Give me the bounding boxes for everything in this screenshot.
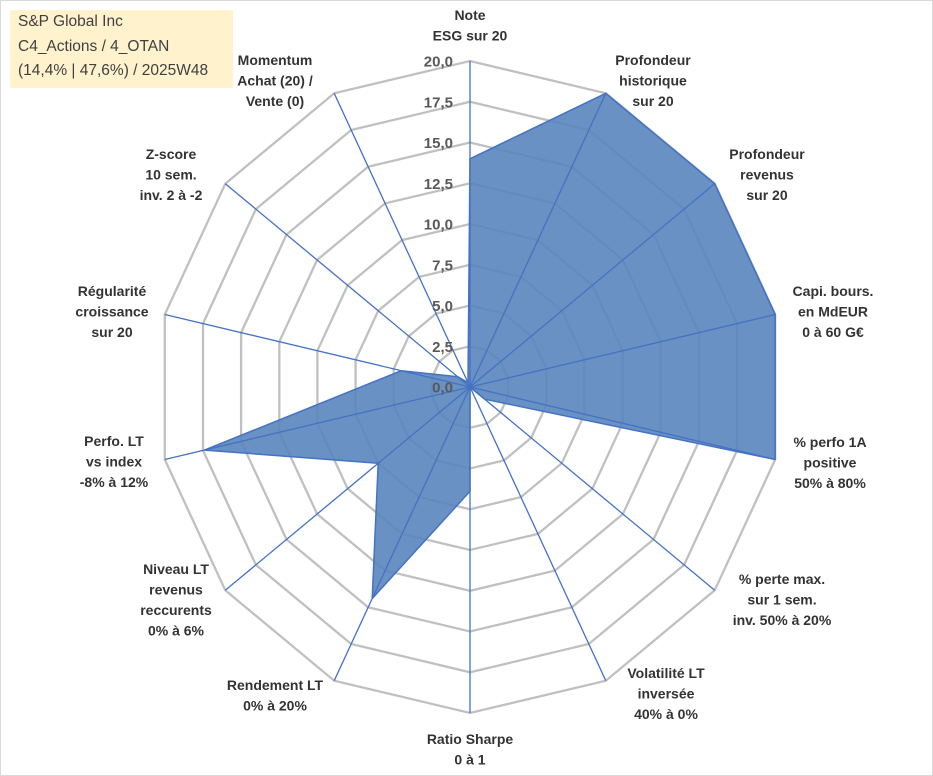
axis-line <box>224 183 471 388</box>
r-tick-label: 20,0 <box>424 54 453 71</box>
axis-label-line: sur 20 <box>746 187 787 203</box>
axis-label-line: 10 sem. <box>145 167 196 183</box>
axis-label: Note ESG sur 20 <box>433 7 508 44</box>
series-area <box>203 92 776 600</box>
axis-label-line: Vente (0) <box>246 93 304 109</box>
axis-label-line: Profondeur <box>615 52 691 68</box>
axis-label-line: 0% à 6% <box>148 623 205 639</box>
axis-label-line: Z-score <box>146 146 197 162</box>
axis-label: % perfo 1A positive 50% à 80% <box>793 434 866 491</box>
axis-label-line: croissance <box>75 304 148 320</box>
r-tick-label: 7,5 <box>432 257 453 274</box>
axis-label-line: ESG sur 20 <box>433 28 508 44</box>
axis-label-line: positive <box>804 455 857 471</box>
axis-label-line: inversée <box>638 686 695 702</box>
axis-labels: Note ESG sur 20 Profondeur historique sur 20… <box>75 7 873 768</box>
axis-label-line: en MdEUR <box>798 304 868 320</box>
axis-label: % perte max. sur 1 sem. inv. 50% à 20% <box>733 571 832 628</box>
axis-label: Niveau LT revenus reccurents 0% à 6% <box>140 561 212 639</box>
axis-label-line: reccurents <box>140 602 212 618</box>
axis-label-line: revenus <box>740 167 794 183</box>
axis-line <box>469 313 776 388</box>
axis-line <box>469 183 716 388</box>
axis-label-line: Perfo. LT <box>84 433 144 449</box>
axis-label-line: Régularité <box>78 283 147 299</box>
r-tick-label: 12,5 <box>424 176 453 193</box>
r-tick-label: 5,0 <box>432 298 453 315</box>
axis-label-line: 0 à 60 G€ <box>802 324 864 340</box>
axis-label: Perfo. LT vs index -8% à 12% <box>80 433 149 490</box>
r-tick-label: 10,0 <box>424 217 453 234</box>
axis-label-line: vs index <box>86 454 142 470</box>
axis-label-line: sur 20 <box>632 93 673 109</box>
axis-label-line: 50% à 80% <box>794 475 866 491</box>
axis-line <box>333 93 471 388</box>
axis-label: Profondeur historique sur 20 <box>615 52 691 109</box>
r-tick-label: 2,5 <box>432 339 453 356</box>
axis-line <box>469 386 607 681</box>
axis-label-line: Achat (20) / <box>237 73 313 89</box>
axis-label-line: sur 20 <box>91 324 132 340</box>
r-tick-label: 0,0 <box>432 380 453 397</box>
axis-line <box>164 313 471 388</box>
axis-label-line: inv. 2 à -2 <box>140 187 203 203</box>
axis-label: Profondeur revenus sur 20 <box>729 146 805 203</box>
chart-subtitle-line: C4_Actions / 4_OTAN <box>18 37 170 55</box>
axis-label-line: Note <box>454 7 485 23</box>
axis-label-line: 0 à 1 <box>454 752 485 768</box>
axis-label-line: % perte max. <box>739 571 825 587</box>
series-layer <box>203 92 776 600</box>
chart-title: S&P Global Inc <box>18 13 123 30</box>
chart-title-box: S&P Global Inc C4_Actions / 4_OTAN (14,4… <box>10 10 233 88</box>
axis-label-line: revenus <box>149 582 203 598</box>
axis-label-line: Rendement LT <box>227 677 324 693</box>
axis-label-line: Capi. bours. <box>793 283 874 299</box>
axis-label-line: 40% à 0% <box>634 706 698 722</box>
axis-line <box>469 386 716 591</box>
axis-label-line: Niveau LT <box>143 561 209 577</box>
axis-label: Régularité croissance sur 20 <box>75 283 148 340</box>
axis-label: Z-score 10 sem. inv. 2 à -2 <box>140 146 203 203</box>
axis-label: Momentum Achat (20) / Vente (0) <box>237 52 313 109</box>
axis-label-line: Ratio Sharpe <box>427 731 514 747</box>
axis-label: Volatilité LT inversée 40% à 0% <box>627 665 705 722</box>
chart-subtitle-line: (14,4% | 47,6%) / 2025W48 <box>18 62 209 79</box>
axis-lines <box>164 61 776 713</box>
axis-label-line: -8% à 12% <box>80 474 149 490</box>
axis-label-line: sur 1 sem. <box>747 592 816 608</box>
axis-line <box>469 93 607 388</box>
axis-label-line: inv. 50% à 20% <box>733 612 832 628</box>
r-tick-label: 17,5 <box>424 94 453 111</box>
axis-label-line: Volatilité LT <box>627 665 705 681</box>
axis-label-line: historique <box>619 73 687 89</box>
r-tick-label: 15,0 <box>424 135 453 152</box>
axis-label: Capi. bours. en MdEUR 0 à 60 G€ <box>793 283 874 340</box>
axis-line <box>333 386 471 681</box>
axis-label: Ratio Sharpe 0 à 1 <box>427 731 514 768</box>
axis-line <box>469 386 776 461</box>
axis-line <box>224 386 471 591</box>
axis-label-line: Momentum <box>238 52 313 68</box>
axis-label-line: 0% à 20% <box>243 698 307 714</box>
radial-tick-labels: 0,0 2,5 5,0 7,5 10,0 12,5 15,0 17,5 20,0 <box>424 54 453 397</box>
axis-label-line: Profondeur <box>729 146 805 162</box>
axis-label: Rendement LT 0% à 20% <box>227 677 324 714</box>
axis-line <box>164 386 471 461</box>
axis-label-line: % perfo 1A <box>793 434 866 450</box>
